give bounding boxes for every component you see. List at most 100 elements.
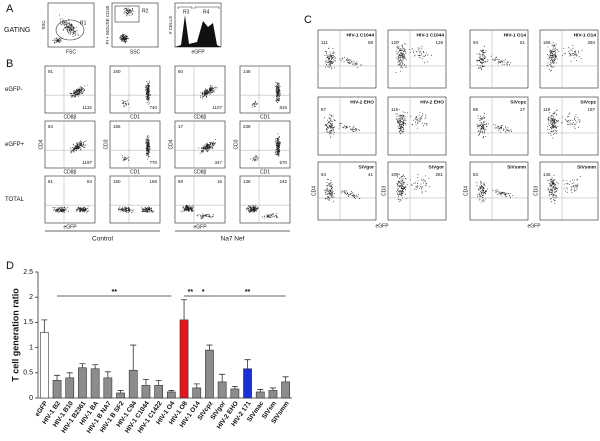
- quadrant-count: 1132: [82, 105, 92, 110]
- label: R2: [142, 8, 149, 14]
- bar: [39, 332, 49, 399]
- significance-label: **: [188, 289, 194, 296]
- axis-label: CD3: [103, 139, 109, 149]
- error-bar: [282, 376, 289, 382]
- event-dots: [52, 14, 79, 44]
- quadrant-count: 1107: [212, 105, 222, 110]
- quadrant-count: 187: [587, 107, 595, 112]
- gate: [114, 5, 140, 23]
- plot-frame: [239, 175, 291, 224]
- bar: [90, 368, 100, 399]
- plot-title: HIV-2 EHO: [350, 99, 374, 105]
- error-bar: [155, 379, 162, 386]
- plot-frame: [387, 161, 447, 221]
- quadrant-count: 87: [321, 107, 327, 112]
- quadrant-count: 160: [113, 69, 121, 74]
- group-label: Na7 Nef: [221, 236, 245, 243]
- error-bar: [54, 374, 61, 381]
- quadrant-count: 84: [321, 172, 327, 177]
- label: C: [304, 14, 312, 26]
- quadrant-count: 242: [279, 179, 287, 184]
- bar: [116, 392, 125, 399]
- plot-frame: [387, 96, 447, 156]
- quadrant-count: 128: [435, 40, 443, 45]
- error-bar: [193, 383, 200, 388]
- quadrant-count: 109: [391, 172, 399, 177]
- plot-frame: [469, 29, 529, 89]
- quadrant-count: 91: [48, 69, 54, 74]
- axis-label: CD8β: [64, 114, 77, 120]
- quadrant-count: 84: [87, 179, 93, 184]
- plot-frame: [539, 161, 599, 221]
- quadrant-count: 148: [243, 69, 251, 74]
- quadrant-count: 27: [520, 107, 526, 112]
- y-tick-label: 2.5: [23, 269, 33, 276]
- axis-label: CD3: [233, 139, 239, 149]
- event-dots: [324, 47, 363, 70]
- event-dots: [546, 174, 581, 204]
- error-bar: [231, 386, 238, 389]
- bar: [281, 381, 291, 399]
- y-tick-label: 1: [29, 344, 33, 351]
- plot-frame: [539, 29, 599, 89]
- label: R1: [80, 20, 87, 26]
- axis-label: eGFP: [63, 224, 77, 230]
- bar: [230, 388, 240, 399]
- event-dots: [245, 204, 279, 219]
- quadrant-count: 86: [473, 107, 479, 112]
- quadrant-count: 83: [473, 172, 479, 177]
- label: FSC: [66, 49, 76, 55]
- quadrant-count: 120: [391, 40, 399, 45]
- quadrant-count: 238: [243, 124, 251, 129]
- plot-title: SIVsmm: [507, 164, 526, 170]
- error-bar: [244, 359, 251, 369]
- error-bar: [181, 299, 188, 320]
- axis-label: eGFP: [193, 224, 207, 230]
- y-tick-label: 1.5: [23, 319, 33, 326]
- event-dots: [251, 81, 281, 108]
- bar: [65, 377, 75, 399]
- plot-frame: [539, 96, 599, 156]
- quadrant-count: 84: [48, 124, 54, 129]
- plot-frame: [469, 161, 529, 221]
- significance-label: *: [202, 289, 205, 296]
- plot-frame: [317, 96, 377, 156]
- label: R3: [183, 9, 190, 15]
- quadrant-count: 16: [217, 179, 223, 184]
- label: B: [6, 58, 13, 70]
- axis-label: SSC: [41, 20, 46, 30]
- plot-frame: [174, 120, 226, 169]
- event-dots: [52, 206, 89, 214]
- error-bar: [92, 364, 99, 369]
- histogram: [175, 15, 221, 47]
- axis-label: CD4: [463, 186, 469, 196]
- label: D: [6, 260, 14, 272]
- event-dots: [198, 139, 217, 154]
- plot-frame: [109, 120, 161, 169]
- axis-label: CD4: [38, 139, 44, 149]
- quadrant-count: 41: [368, 172, 374, 177]
- error-bar: [269, 387, 276, 391]
- error-bar: [168, 390, 175, 392]
- error-bar: [130, 344, 137, 371]
- bar: [52, 380, 62, 399]
- error-bar: [79, 363, 86, 368]
- event-dots: [180, 204, 214, 220]
- plot-frame: [387, 29, 447, 89]
- quadrant-count: 284: [587, 40, 595, 45]
- axis-label: CD8β: [194, 169, 207, 175]
- axis-label: PI + MOUSE CD45: [105, 5, 110, 44]
- axis-label: CD3: [533, 186, 539, 196]
- bar: [268, 390, 278, 399]
- plot-frame: [44, 175, 96, 224]
- plot-frame: [44, 120, 96, 169]
- event-dots: [546, 42, 583, 72]
- plot-title: HIV-1 O14: [504, 32, 527, 38]
- quadrant-count: 94: [473, 40, 479, 45]
- axis-label: CD8β: [64, 169, 77, 175]
- bar: [217, 381, 227, 399]
- error-bar: [41, 319, 48, 333]
- plot-title: SIVsmm: [577, 164, 596, 170]
- quadrant-count: 347: [214, 160, 222, 165]
